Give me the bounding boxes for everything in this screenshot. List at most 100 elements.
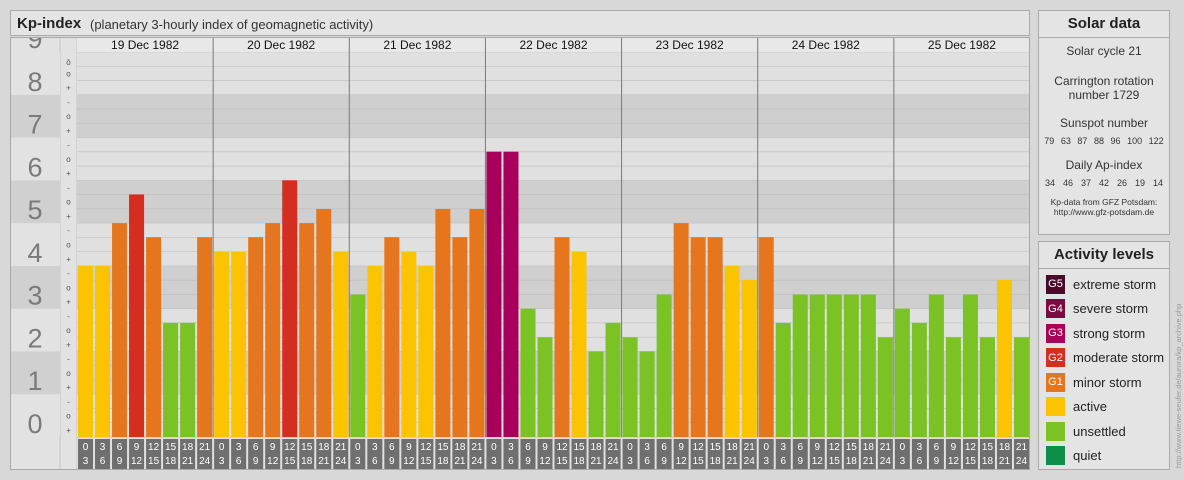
y-tick-2: 2 bbox=[27, 323, 42, 353]
solar-data-heading: Solar data bbox=[1039, 11, 1169, 38]
hour-start-37: 15 bbox=[710, 442, 722, 453]
sub-tick-6-2: - bbox=[67, 141, 70, 150]
bar-1 bbox=[95, 265, 111, 437]
hour-start-40: 0 bbox=[763, 442, 769, 453]
source-line-2: http://www.gfz-potsdam.de bbox=[1053, 207, 1155, 217]
level-item-0: G5 extreme storm bbox=[1039, 272, 1169, 297]
level-swatch-4: G1 bbox=[1046, 372, 1065, 392]
hour-end-6: 21 bbox=[182, 456, 194, 467]
hour-end-42: 9 bbox=[797, 456, 803, 467]
level-item-5: active bbox=[1039, 395, 1169, 420]
sunspot-value-2: 87 bbox=[1077, 136, 1088, 146]
bar-48 bbox=[894, 308, 910, 437]
hour-end-14: 21 bbox=[318, 456, 330, 467]
sub-tick-8-2: - bbox=[67, 55, 70, 64]
hour-start-2: 6 bbox=[117, 442, 123, 453]
hour-end-2: 9 bbox=[117, 456, 123, 467]
hour-start-30: 18 bbox=[590, 442, 602, 453]
level-label-6: unsettled bbox=[1073, 423, 1126, 439]
hour-box-48 bbox=[894, 439, 910, 469]
hour-box-39 bbox=[741, 439, 757, 469]
chart-subtitle: (planetary 3-hourly index of geomagnetic… bbox=[90, 17, 374, 32]
hour-start-5: 15 bbox=[165, 442, 177, 453]
y-tick-5: 5 bbox=[27, 195, 42, 225]
day-label-3: 22 Dec 1982 bbox=[519, 38, 587, 52]
hour-end-24: 3 bbox=[491, 456, 497, 467]
hour-box-18 bbox=[384, 439, 400, 469]
sub-tick-3-0: + bbox=[66, 298, 71, 307]
hour-start-36: 12 bbox=[693, 442, 705, 453]
hour-end-11: 12 bbox=[267, 456, 279, 467]
hour-box-5 bbox=[163, 439, 179, 469]
hour-box-32 bbox=[622, 439, 638, 469]
level-label-1: severe storm bbox=[1073, 301, 1149, 317]
sub-tick-2-1: o bbox=[66, 326, 71, 335]
hour-box-40 bbox=[758, 439, 774, 469]
axis-band-0 bbox=[10, 394, 60, 437]
bar-4 bbox=[146, 237, 162, 437]
hour-box-25 bbox=[503, 439, 519, 469]
hour-box-22 bbox=[452, 439, 468, 469]
hour-start-43: 9 bbox=[814, 442, 820, 453]
hour-box-7 bbox=[197, 439, 213, 469]
hour-end-31: 24 bbox=[608, 456, 620, 467]
y-tick-7: 7 bbox=[27, 110, 42, 140]
hour-end-15: 24 bbox=[335, 456, 347, 467]
bar-34 bbox=[656, 294, 672, 437]
ap-value-6: 14 bbox=[1152, 178, 1163, 188]
bar-45 bbox=[843, 294, 859, 437]
axis-band-5 bbox=[10, 180, 60, 224]
hour-start-10: 6 bbox=[253, 442, 259, 453]
day-label-5: 24 Dec 1982 bbox=[792, 38, 860, 52]
bar-3 bbox=[129, 194, 145, 437]
hour-box-53 bbox=[979, 439, 995, 469]
hour-box-9 bbox=[231, 439, 247, 469]
hour-end-9: 6 bbox=[236, 456, 242, 467]
hour-box-12 bbox=[282, 439, 298, 469]
hour-end-34: 9 bbox=[661, 456, 667, 467]
hour-start-18: 6 bbox=[389, 442, 395, 453]
ap-value-4: 26 bbox=[1116, 178, 1127, 188]
hour-box-55 bbox=[1013, 439, 1029, 469]
ap-value-1: 46 bbox=[1062, 178, 1073, 188]
sub-tick-7-2: - bbox=[67, 98, 70, 107]
hour-box-37 bbox=[707, 439, 723, 469]
hour-end-28: 15 bbox=[556, 456, 568, 467]
hour-end-25: 6 bbox=[508, 456, 514, 467]
bar-5 bbox=[163, 322, 179, 437]
hour-start-16: 0 bbox=[355, 442, 361, 453]
y-tick-9: 9 bbox=[27, 37, 42, 54]
hour-start-3: 9 bbox=[134, 442, 140, 453]
hour-start-47: 21 bbox=[880, 442, 892, 453]
activity-levels-panel: Activity levels G5 extreme storm G4 severe … bbox=[1038, 241, 1170, 470]
hour-start-9: 3 bbox=[236, 442, 242, 453]
hour-start-55: 21 bbox=[1016, 442, 1028, 453]
hour-start-49: 3 bbox=[917, 442, 923, 453]
bar-44 bbox=[826, 294, 842, 437]
kp-chart: 19 Dec 1982 20 Dec 1982 21 Dec 1982 22 Dec … bbox=[10, 37, 1030, 470]
hour-box-3 bbox=[129, 439, 145, 469]
bar-42 bbox=[792, 294, 808, 437]
sunspot-value-4: 96 bbox=[1110, 136, 1121, 146]
hour-end-13: 18 bbox=[301, 456, 313, 467]
hour-start-19: 9 bbox=[406, 442, 412, 453]
hour-box-14 bbox=[316, 439, 332, 469]
hour-end-8: 3 bbox=[219, 456, 225, 467]
ap-value-5: 19 bbox=[1134, 178, 1145, 188]
hour-box-16 bbox=[350, 439, 366, 469]
bar-14 bbox=[316, 208, 332, 437]
hour-box-20 bbox=[418, 439, 434, 469]
bar-18 bbox=[384, 237, 400, 437]
sub-tick-8-0: + bbox=[66, 84, 71, 93]
hour-start-39: 21 bbox=[744, 442, 756, 453]
activity-levels-list: G5 extreme storm G4 severe storm G3 strong st… bbox=[1039, 272, 1169, 468]
bar-12 bbox=[282, 180, 298, 438]
sub-tick-0-0: + bbox=[66, 426, 71, 435]
hour-box-15 bbox=[333, 439, 349, 469]
hour-box-38 bbox=[724, 439, 740, 469]
carrington-line-2: number 1729 bbox=[1068, 88, 1140, 102]
hour-box-29 bbox=[571, 439, 587, 469]
chart-border bbox=[10, 37, 1030, 470]
bar-41 bbox=[775, 322, 791, 437]
bar-0 bbox=[78, 265, 94, 437]
